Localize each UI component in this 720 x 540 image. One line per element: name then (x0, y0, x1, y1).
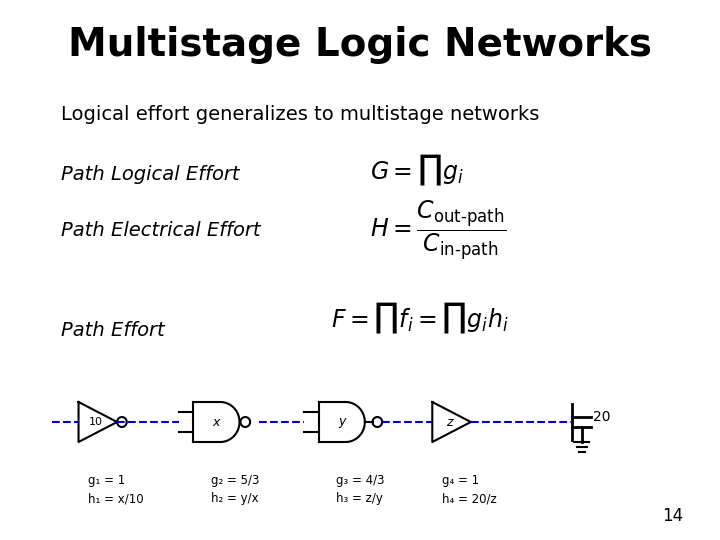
Text: z: z (446, 415, 453, 429)
Text: x: x (212, 415, 220, 429)
Text: g₄ = 1
h₄ = 20/z: g₄ = 1 h₄ = 20/z (442, 474, 497, 505)
Text: y: y (338, 415, 346, 429)
Text: $G = \prod g_i$: $G = \prod g_i$ (369, 152, 464, 187)
Text: 10: 10 (89, 417, 103, 427)
Text: Multistage Logic Networks: Multistage Logic Networks (68, 26, 652, 64)
Text: Logical effort generalizes to multistage networks: Logical effort generalizes to multistage… (61, 105, 539, 125)
Text: $H = \dfrac{C_{\rm out\text{-}path}}{C_{\rm in\text{-}path}}$: $H = \dfrac{C_{\rm out\text{-}path}}{C_{… (369, 198, 506, 262)
Text: g₂ = 5/3
h₂ = y/x: g₂ = 5/3 h₂ = y/x (210, 474, 259, 505)
Text: 20: 20 (593, 410, 611, 424)
Text: Path Effort: Path Effort (61, 321, 165, 340)
Text: Path Electrical Effort: Path Electrical Effort (61, 220, 261, 240)
Text: Path Logical Effort: Path Logical Effort (61, 165, 240, 185)
Text: g₃ = 4/3
h₃ = z/y: g₃ = 4/3 h₃ = z/y (336, 474, 384, 505)
Text: 14: 14 (662, 507, 683, 525)
Text: $F = \prod f_i = \prod g_i h_i$: $F = \prod f_i = \prod g_i h_i$ (331, 300, 508, 335)
Text: g₁ = 1
h₁ = x/10: g₁ = 1 h₁ = x/10 (88, 474, 144, 505)
